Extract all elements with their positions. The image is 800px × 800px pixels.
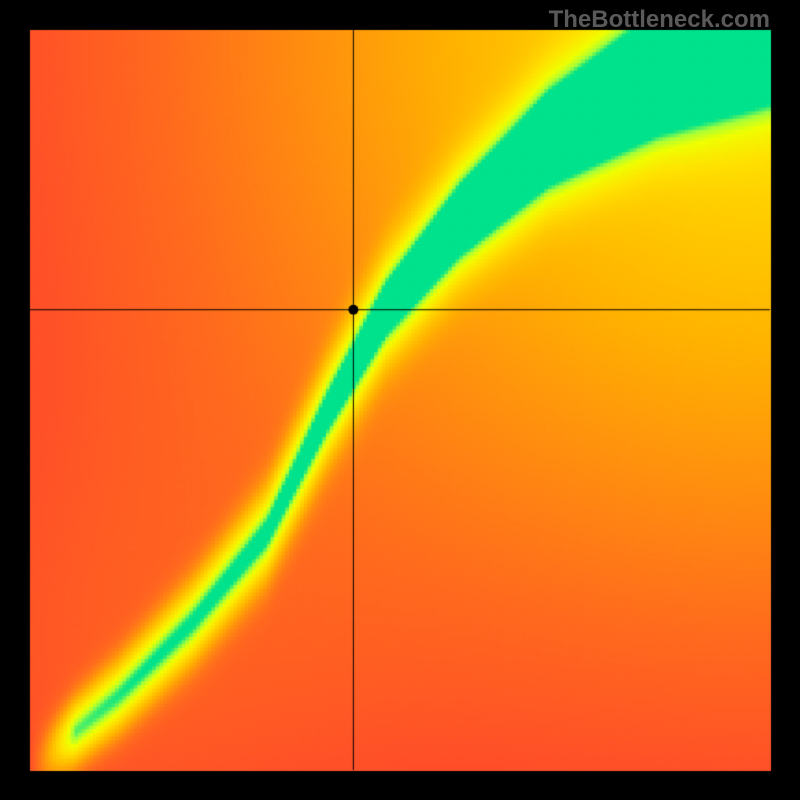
bottleneck-heatmap	[0, 0, 800, 800]
watermark-label: TheBottleneck.com	[549, 6, 770, 34]
chart-container: TheBottleneck.com	[0, 0, 800, 800]
